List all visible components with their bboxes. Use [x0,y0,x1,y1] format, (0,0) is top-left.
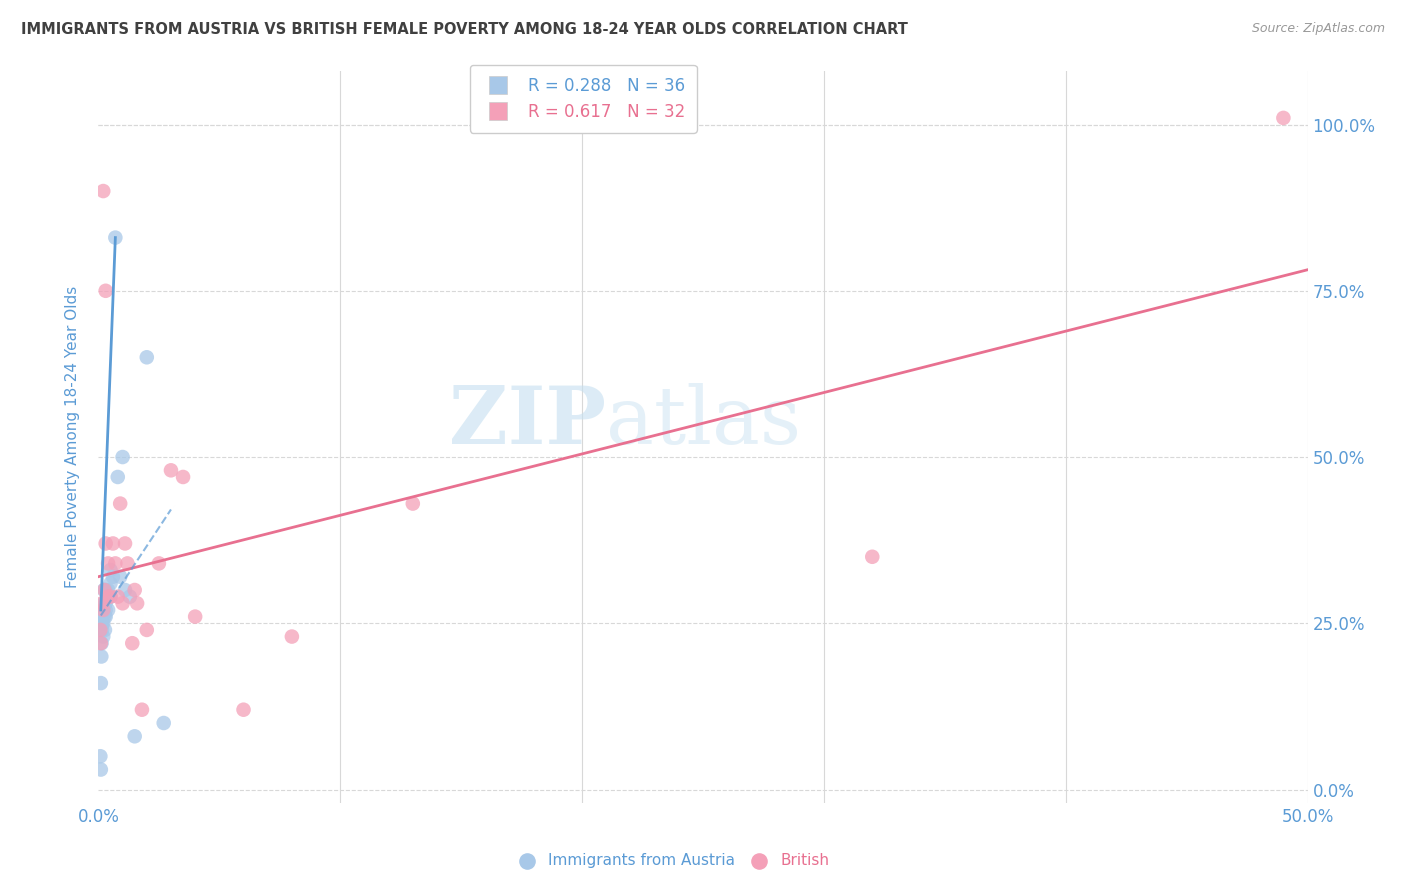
Point [90,636,112,650]
Point [91,603,114,617]
Point [97,582,120,597]
Point [402,497,425,511]
Point [90,636,112,650]
Point [91,603,114,617]
Point [97,590,120,604]
Point [93,596,115,610]
Point [91,609,114,624]
Point [93,582,115,597]
Point [124,582,146,597]
Point [111,596,134,610]
Point [281,630,304,644]
Point [124,729,146,743]
Point [89,749,111,764]
Point [108,570,131,584]
Point [94,536,117,550]
Point [94,596,117,610]
Point [101,536,124,550]
Y-axis label: Female Poverty Among 18-24 Year Olds: Female Poverty Among 18-24 Year Olds [65,286,80,588]
Point [91,616,114,631]
Point [104,230,127,244]
Point [91,184,114,198]
Point [107,590,129,604]
Point [108,497,131,511]
Point [184,609,207,624]
Point [121,636,143,650]
Point [135,623,157,637]
Point [860,549,883,564]
Point [91,623,114,637]
Point [94,623,117,637]
Point [114,536,136,550]
Point [104,557,127,571]
Point [131,703,153,717]
Text: IMMIGRANTS FROM AUSTRIA VS BRITISH FEMALE POVERTY AMONG 18-24 YEAR OLDS CORRELAT: IMMIGRANTS FROM AUSTRIA VS BRITISH FEMAL… [21,22,908,37]
Point [94,603,117,617]
Point [97,557,120,571]
Legend: R = 0.288   N = 36, R = 0.617   N = 32: R = 0.288 N = 36, R = 0.617 N = 32 [470,65,697,133]
Point [90,763,112,777]
Point [91,596,114,610]
Point [89,623,111,637]
Point [135,351,157,365]
Text: Source: ZipAtlas.com: Source: ZipAtlas.com [1251,22,1385,36]
Point [97,590,120,604]
Point [107,470,129,484]
Text: atlas: atlas [606,384,801,461]
Point [172,470,194,484]
Point [111,450,134,464]
Point [96,590,118,604]
Point [100,563,122,577]
Point [90,676,112,690]
Point [232,703,254,717]
Point [93,582,115,597]
Point [152,716,174,731]
Point [94,609,117,624]
Text: British: British [780,854,830,868]
Point [100,576,122,591]
Point [127,596,149,610]
Point [101,570,124,584]
Point [1272,111,1295,125]
Point [97,603,120,617]
Text: Immigrants from Austria: Immigrants from Austria [548,854,735,868]
Point [91,630,114,644]
Point [94,582,117,597]
Point [91,616,114,631]
Text: ZIP: ZIP [450,384,606,461]
Point [148,557,170,571]
Point [118,590,141,604]
Point [94,284,117,298]
Point [160,463,183,477]
Point [117,557,139,571]
Point [100,590,122,604]
Point [90,649,112,664]
Point [100,590,122,604]
Point [93,609,115,624]
Point [114,582,136,597]
